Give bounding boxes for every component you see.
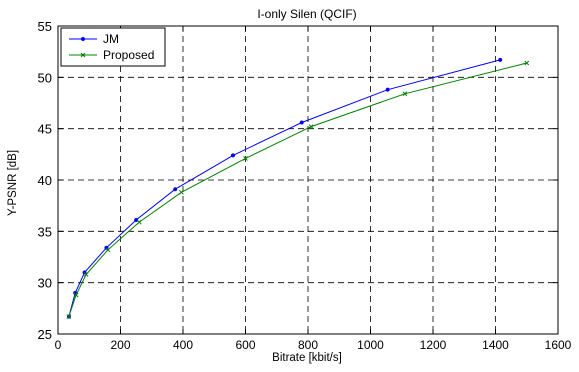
x-tick-label: 1200 bbox=[420, 338, 447, 352]
x-tick-label: 600 bbox=[235, 338, 255, 352]
data-point bbox=[136, 219, 142, 225]
x-axis-label: Bitrate [kbit/s] bbox=[272, 352, 342, 364]
data-point bbox=[308, 124, 314, 129]
data-point bbox=[498, 57, 503, 62]
data-point bbox=[179, 189, 184, 195]
grid-lines bbox=[58, 26, 558, 334]
x-tick-label: 1000 bbox=[357, 338, 384, 352]
x-tick-label: 400 bbox=[173, 338, 193, 352]
legend-label: JM bbox=[103, 32, 119, 46]
axes: 0 200 400 600 800 1000 1200 1400 1600 25 30 35 40 45 5… bbox=[38, 19, 572, 352]
data-point bbox=[385, 87, 390, 92]
data-point bbox=[66, 314, 72, 319]
series-proposed bbox=[66, 60, 530, 319]
data-point bbox=[83, 272, 89, 277]
series-line bbox=[68, 62, 527, 317]
y-tick-label: 35 bbox=[38, 224, 52, 239]
y-axis-label: Y-PSNR [dB] bbox=[7, 150, 19, 216]
data-point bbox=[299, 120, 304, 125]
data-point bbox=[230, 153, 236, 158]
legend: JM Proposed bbox=[60, 27, 166, 67]
data-point bbox=[524, 60, 530, 66]
y-tick-label: 55 bbox=[38, 19, 52, 34]
series-jm bbox=[66, 57, 503, 319]
x-tick-label: 1600 bbox=[545, 338, 572, 352]
x-tick-label: 800 bbox=[298, 338, 318, 352]
legend-label: Proposed bbox=[103, 48, 154, 62]
data-point bbox=[402, 91, 408, 97]
chart-title: I-only Silen (QCIF) bbox=[257, 7, 356, 21]
data-point bbox=[243, 156, 248, 161]
data-point bbox=[105, 247, 111, 253]
x-tick-label: 1400 bbox=[482, 338, 509, 352]
x-tick-label: 0 bbox=[55, 338, 62, 352]
data-point bbox=[80, 36, 86, 42]
data-point bbox=[134, 217, 139, 223]
series-line bbox=[68, 59, 501, 317]
data-point bbox=[73, 292, 79, 298]
legend-box bbox=[60, 27, 166, 67]
data-point bbox=[173, 187, 178, 192]
data-point bbox=[80, 52, 86, 58]
y-tick-label: 30 bbox=[38, 276, 52, 291]
y-tick-label: 25 bbox=[38, 327, 52, 342]
x-tick-label: 200 bbox=[110, 338, 130, 352]
y-tick-label: 40 bbox=[38, 173, 52, 188]
data-series bbox=[66, 57, 530, 319]
y-tick-label: 45 bbox=[38, 122, 52, 137]
y-tick-label: 50 bbox=[38, 70, 52, 85]
